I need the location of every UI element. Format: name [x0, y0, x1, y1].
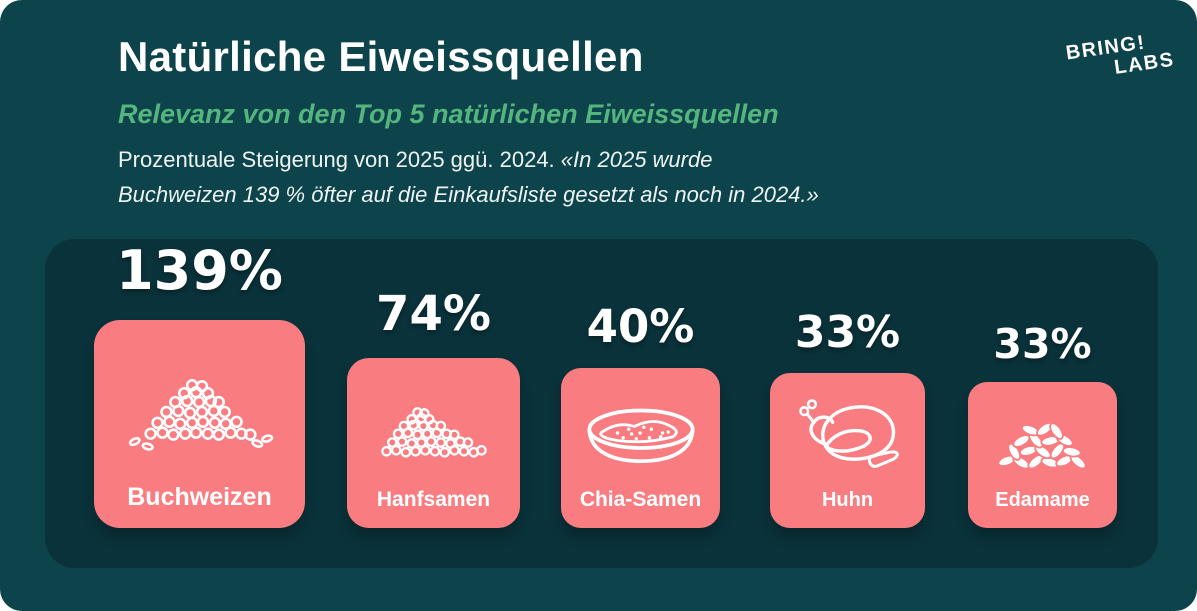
chia-bowl-icon	[561, 368, 720, 488]
value-label: 139%	[116, 239, 283, 302]
bar-item-huhn: 33% Huhn	[770, 307, 925, 528]
hemp-seeds-heap-icon	[347, 358, 520, 488]
bring-labs-logo: BRING! LABS	[1064, 29, 1175, 85]
category-card: Edamame	[968, 382, 1117, 528]
category-card: Buchweizen	[94, 320, 305, 528]
chart-note-quote-line1: «In 2025 wurde	[560, 147, 713, 172]
roast-chicken-icon	[770, 373, 925, 489]
page-title: Natürliche Eiweissquellen	[118, 33, 644, 80]
bar-item-hanfsamen: 74% Hanfsamen	[347, 286, 520, 528]
chart-subtitle: Relevanz von den Top 5 natürlichen Eiwei…	[118, 99, 779, 129]
chart-note-quote-line2: Buchweizen 139 % öfter auf die Einkaufsl…	[118, 182, 819, 207]
chart-note: Prozentuale Steigerung von 2025 ggü. 202…	[118, 142, 819, 212]
chart-note-regular: Prozentuale Steigerung von 2025 ggü. 202…	[118, 147, 555, 172]
value-label: 33%	[794, 307, 901, 358]
category-card: Chia-Samen	[561, 368, 720, 528]
category-label: Huhn	[821, 489, 874, 511]
category-card: Hanfsamen	[347, 358, 520, 528]
chart-panel: 139% Buchweizen	[45, 239, 1158, 568]
bar-item-chia-samen: 40% Chia-Samen	[561, 300, 720, 528]
value-label: 33%	[993, 320, 1092, 368]
bar-item-edamame: 33%	[968, 320, 1117, 528]
bar-item-buchweizen: 139% Buchweizen	[94, 239, 305, 528]
edamame-heap-icon	[968, 382, 1117, 489]
category-label: Edamame	[995, 489, 1090, 511]
value-label: 40%	[586, 300, 695, 353]
category-label: Buchweizen	[127, 483, 272, 511]
category-card: Huhn	[770, 373, 925, 528]
category-label: Hanfsamen	[376, 488, 491, 511]
buckwheat-heap-icon	[94, 320, 305, 483]
category-label: Chia-Samen	[579, 488, 702, 511]
value-label: 74%	[376, 286, 491, 342]
